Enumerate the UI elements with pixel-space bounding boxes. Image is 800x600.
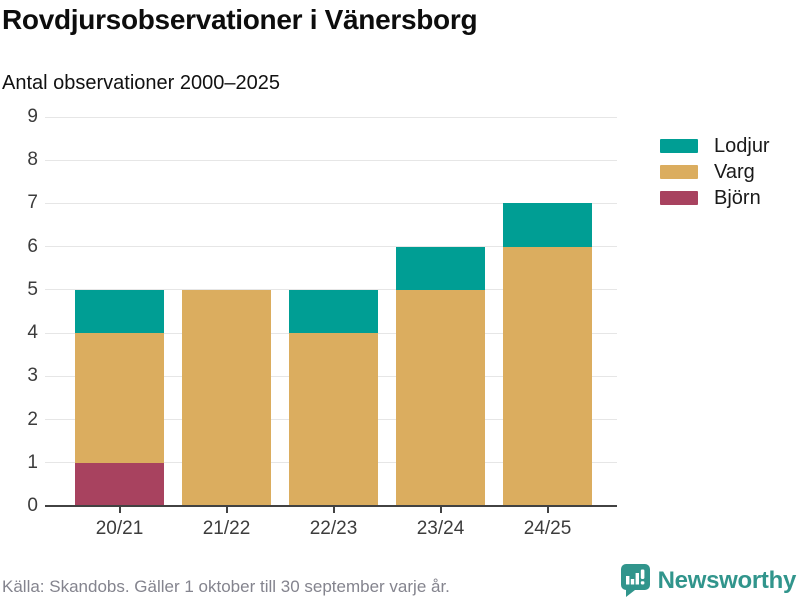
x-axis-tick-21/22 <box>225 507 228 513</box>
x-axis-label-22/23: 22/23 <box>309 518 358 539</box>
y-axis-label: 5 <box>27 278 38 300</box>
x-axis-tick-20/21 <box>118 507 121 513</box>
y-axis-label: 4 <box>27 322 38 344</box>
legend: Lodjur Varg Björn <box>660 133 770 211</box>
gridline-y8 <box>45 159 617 161</box>
legend-item-lodjur: Lodjur <box>660 133 770 159</box>
newsworthy-logo-text: Newsworthy <box>657 566 797 594</box>
bar-segment-lodjur-23/24 <box>396 246 485 290</box>
bar-segment-varg-23/24 <box>396 289 485 506</box>
page-title: Rovdjursobservationer i Vänersborg <box>2 4 478 35</box>
legend-swatch-varg <box>660 165 698 179</box>
x-axis-label-23/24: 23/24 <box>416 518 465 539</box>
newsworthy-logo-icon <box>620 564 650 597</box>
x-axis-label-24/25: 24/25 <box>523 518 572 539</box>
legend-item-björn: Björn <box>660 185 770 211</box>
source-note: Källa: Skandobs. Gäller 1 oktober till 3… <box>2 577 450 596</box>
bar-segment-lodjur-24/25 <box>503 203 592 247</box>
x-axis-label-21/22: 21/22 <box>202 518 251 539</box>
legend-label-varg: Varg <box>714 160 755 183</box>
chart-subtitle: Antal observationer 2000–2025 <box>2 72 280 94</box>
x-axis-tick-22/23 <box>332 507 335 513</box>
y-axis-label: 7 <box>27 192 38 214</box>
x-axis-tick-24/25 <box>546 507 549 513</box>
bar-segment-varg-21/22 <box>182 289 271 506</box>
legend-item-varg: Varg <box>660 159 770 185</box>
x-axis-tick-23/24 <box>439 507 442 513</box>
bar-segment-varg-24/25 <box>503 246 592 506</box>
x-axis-line <box>45 505 617 507</box>
legend-label-björn: Björn <box>714 186 761 209</box>
y-axis-label: 3 <box>27 365 38 387</box>
y-axis-label: 6 <box>27 235 38 257</box>
legend-label-lodjur: Lodjur <box>714 134 770 157</box>
y-axis-label: 0 <box>27 495 38 516</box>
bar-segment-lodjur-20/21 <box>75 289 164 334</box>
y-axis-label: 8 <box>27 149 38 171</box>
newsworthy-logo[interactable]: Newsworthy <box>620 564 797 597</box>
y-axis-label: 9 <box>27 106 38 127</box>
legend-swatch-björn <box>660 191 698 205</box>
y-axis-label: 1 <box>27 451 38 473</box>
gridline-y9 <box>45 116 617 118</box>
bar-segment-varg-22/23 <box>289 333 378 506</box>
bar-segment-björn-20/21 <box>75 462 164 506</box>
bar-segment-lodjur-22/23 <box>289 289 378 334</box>
gridline-y6 <box>45 246 617 248</box>
y-axis-label: 2 <box>27 408 38 430</box>
gridline-y7 <box>45 202 617 204</box>
bar-segment-varg-20/21 <box>75 333 164 463</box>
x-axis-label-20/21: 20/21 <box>95 518 144 539</box>
legend-swatch-lodjur <box>660 139 698 153</box>
